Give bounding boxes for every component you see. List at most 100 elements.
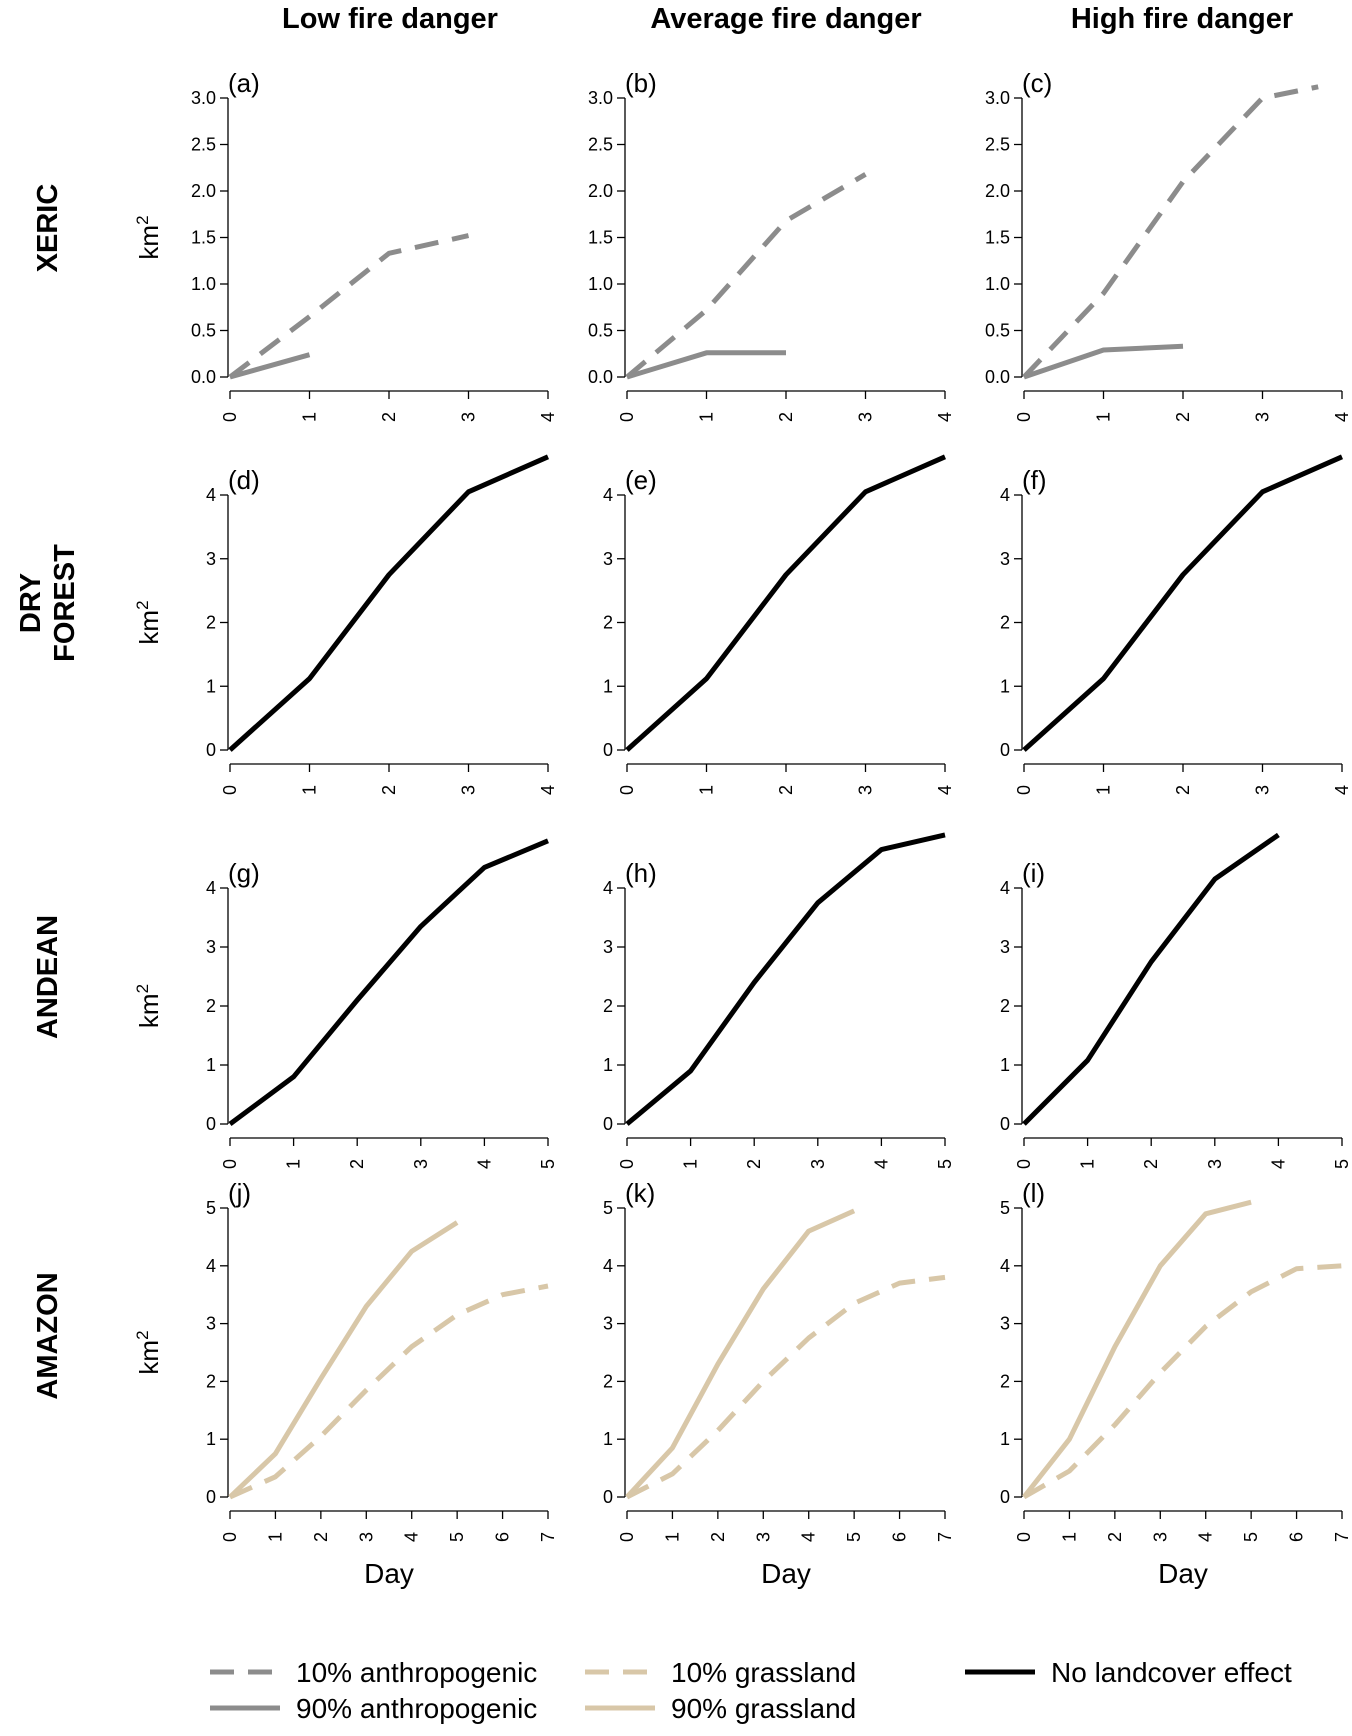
series-line-no-landcover-effect bbox=[625, 832, 946, 1126]
x-tick-label: 7 bbox=[538, 1532, 558, 1542]
y-tick-label: 1 bbox=[603, 676, 613, 696]
x-tick-label: 2 bbox=[379, 785, 399, 795]
legend-label: No landcover effect bbox=[1051, 1657, 1292, 1688]
x-tick-label: 4 bbox=[935, 785, 955, 795]
x-tick-label: 2 bbox=[708, 1532, 728, 1542]
x-tick-label: 7 bbox=[935, 1532, 955, 1542]
x-tick-label: 1 bbox=[1094, 785, 1114, 795]
y-tick-label: 1.0 bbox=[191, 274, 216, 294]
x-tick-label: 2 bbox=[311, 1532, 331, 1542]
x-tick-label: 4 bbox=[871, 1159, 891, 1169]
series-line-10-grassland bbox=[1022, 1263, 1343, 1500]
y-tick-label: 0.5 bbox=[588, 321, 613, 341]
y-tick-label: 2 bbox=[603, 996, 613, 1016]
x-tick-label: 3 bbox=[808, 1159, 828, 1169]
x-tick-label: 3 bbox=[356, 1532, 376, 1542]
y-tick-label: 1 bbox=[206, 676, 216, 696]
y-tick-label: 1 bbox=[1000, 1055, 1010, 1075]
panel-label: (b) bbox=[625, 68, 657, 98]
x-tick-label: 2 bbox=[744, 1159, 764, 1169]
series-line-10-anthropogenic bbox=[228, 233, 470, 379]
y-tick-label: 2 bbox=[206, 1371, 216, 1391]
panel-label: (f) bbox=[1022, 465, 1047, 495]
series-line-90-grassland bbox=[625, 1208, 856, 1499]
x-tick-label: 2 bbox=[1173, 785, 1193, 795]
x-tick-label: 3 bbox=[1253, 412, 1273, 422]
y-tick-label: 1.5 bbox=[588, 228, 613, 248]
y-tick-label: 2.5 bbox=[985, 135, 1010, 155]
y-tick-label: 4 bbox=[206, 878, 216, 898]
y-tick-label: 3 bbox=[1000, 549, 1010, 569]
y-tick-label: 1.0 bbox=[985, 274, 1010, 294]
legend-label: 90% anthropogenic bbox=[296, 1693, 537, 1724]
x-tick-label: 0 bbox=[220, 785, 240, 795]
y-tick-label: 1 bbox=[206, 1429, 216, 1449]
x-tick-label: 1 bbox=[662, 1532, 682, 1542]
y-tick-label: 0 bbox=[1000, 740, 1010, 760]
x-axis-label: Day bbox=[761, 1558, 811, 1589]
y-tick-label: 2 bbox=[603, 1371, 613, 1391]
y-tick-label: 2.0 bbox=[191, 181, 216, 201]
x-tick-label: 4 bbox=[1196, 1532, 1216, 1542]
y-tick-label: 3 bbox=[206, 549, 216, 569]
panel-label: (g) bbox=[228, 858, 260, 888]
row-title-2-0: ANDEAN bbox=[32, 915, 64, 1039]
x-tick-label: 4 bbox=[1332, 785, 1352, 795]
y-tick-label: 0 bbox=[1000, 1487, 1010, 1507]
x-tick-label: 3 bbox=[411, 1159, 431, 1169]
x-tick-label: 3 bbox=[1150, 1532, 1170, 1542]
y-tick-label: 2.0 bbox=[588, 181, 613, 201]
y-tick-label: 1.5 bbox=[191, 228, 216, 248]
x-tick-label: 1 bbox=[1078, 1159, 1098, 1169]
y-tick-label: 3 bbox=[1000, 1314, 1010, 1334]
panel-h: 0 1 2 3 4 5 0 1 2 3 4 (h) bbox=[603, 832, 955, 1169]
x-tick-label: 1 bbox=[1094, 412, 1114, 422]
y-tick-label: 2.0 bbox=[985, 181, 1010, 201]
y-tick-label: 2 bbox=[1000, 996, 1010, 1016]
x-tick-label: 4 bbox=[474, 1159, 494, 1169]
y-tick-label: 4 bbox=[603, 485, 613, 505]
panel-d: 0 1 2 3 4 0 1 2 3 4 (d) km2 bbox=[133, 454, 558, 795]
y-tick-label: 0 bbox=[603, 740, 613, 760]
x-tick-label: 0 bbox=[1014, 1532, 1034, 1542]
row-titles: XERIC DRY FOREST ANDEAN AMAZON bbox=[15, 184, 81, 1400]
x-tick-label: 5 bbox=[1332, 1159, 1352, 1169]
y-tick-label: 4 bbox=[1000, 878, 1010, 898]
y-tick-label: 2.5 bbox=[588, 135, 613, 155]
x-tick-label: 1 bbox=[265, 1532, 285, 1542]
row-title-1-1: FOREST bbox=[49, 544, 81, 662]
y-tick-label: 1 bbox=[603, 1055, 613, 1075]
series-line-10-grassland bbox=[625, 1274, 946, 1500]
panel-j: 0 1 2 3 4 5 6 7 0 1 2 3 4 5 (j) km2 Day bbox=[133, 1178, 558, 1589]
x-tick-label: 3 bbox=[459, 412, 479, 422]
y-tick-label: 1.5 bbox=[985, 228, 1010, 248]
x-tick-label: 1 bbox=[681, 1159, 701, 1169]
panel-label: (a) bbox=[228, 68, 260, 98]
y-tick-label: 3 bbox=[603, 1314, 613, 1334]
column-title-average: Average fire danger bbox=[650, 3, 921, 35]
y-tick-label: 3 bbox=[206, 1314, 216, 1334]
series-line-no-landcover-effect bbox=[1022, 454, 1344, 752]
y-tick-label: 0.0 bbox=[985, 367, 1010, 387]
y-tick-label: 0.0 bbox=[191, 367, 216, 387]
panel-g: 0 1 2 3 4 5 0 1 2 3 4 (g) km2 bbox=[133, 838, 558, 1169]
x-tick-label: 2 bbox=[1173, 412, 1193, 422]
y-axis-label: km2 bbox=[133, 600, 164, 644]
x-tick-label: 5 bbox=[1241, 1532, 1261, 1542]
panel-label: (j) bbox=[228, 1178, 251, 1208]
series-line-no-landcover-effect bbox=[1022, 832, 1280, 1126]
x-tick-label: 0 bbox=[1014, 1159, 1034, 1169]
series-line-no-landcover-effect bbox=[228, 838, 549, 1127]
y-tick-label: 3 bbox=[603, 937, 613, 957]
y-tick-label: 5 bbox=[603, 1198, 613, 1218]
x-axis-label: Day bbox=[364, 1558, 414, 1589]
panels-grid: 0 1 2 3 4 0.0 0.5 1.0 1.5 2.0 2.5 3.0 (a) km2 0 1 2 3 4 0.0… bbox=[133, 68, 1352, 1589]
legend: 10% anthropogenic 90% anthropogenic 10% gr… bbox=[210, 1657, 1292, 1724]
x-tick-label: 5 bbox=[844, 1532, 864, 1542]
y-tick-label: 0.0 bbox=[588, 367, 613, 387]
series-line-90-anthropogenic bbox=[1023, 343, 1184, 380]
y-tick-label: 4 bbox=[206, 1256, 216, 1276]
x-tick-label: 2 bbox=[1105, 1532, 1125, 1542]
legend-label: 10% anthropogenic bbox=[296, 1657, 537, 1688]
